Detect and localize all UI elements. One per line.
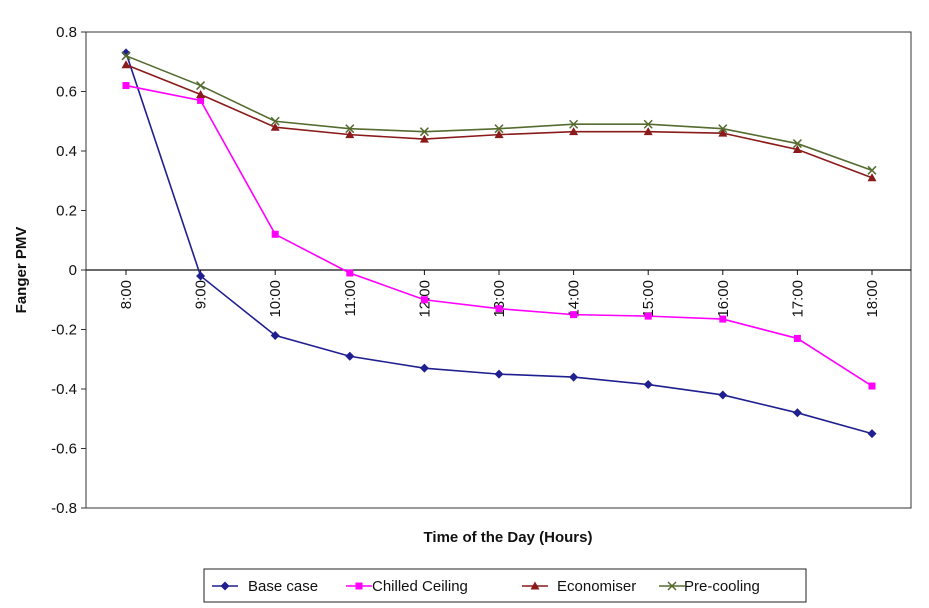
data-point — [345, 124, 355, 134]
series-line — [125, 63, 873, 179]
data-point — [345, 351, 355, 361]
data-point — [494, 124, 504, 134]
legend-label: Base case — [248, 578, 318, 595]
legend-label: Economiser — [557, 578, 636, 595]
data-point — [867, 429, 877, 439]
data-point — [196, 271, 206, 281]
data-point — [867, 165, 877, 175]
legend-item: Chilled Ceiling — [346, 578, 468, 595]
data-point — [643, 380, 653, 390]
y-tick-label: -0.4 — [51, 381, 77, 398]
data-point — [644, 312, 652, 320]
legend-label: Pre-cooling — [684, 578, 760, 595]
data-point — [419, 127, 429, 137]
data-point — [792, 145, 802, 154]
data-point — [121, 51, 131, 61]
y-tick-label: 0.4 — [56, 143, 77, 160]
data-point — [718, 128, 728, 137]
data-point — [793, 334, 801, 342]
data-point — [718, 390, 728, 400]
data-point — [196, 81, 206, 91]
legend-swatch-marker — [355, 582, 363, 590]
x-tick-label: 16:00 — [715, 280, 732, 318]
data-point — [643, 127, 653, 136]
x-tick-label: 15:00 — [640, 280, 657, 318]
data-point — [419, 134, 429, 143]
series-line — [125, 55, 873, 172]
y-tick-label: -0.6 — [51, 441, 77, 458]
data-point — [122, 82, 130, 90]
x-axis-title: Time of the Day (Hours) — [424, 529, 593, 546]
data-point — [419, 363, 429, 373]
data-point — [270, 330, 280, 340]
legend-item: Base case — [212, 578, 318, 595]
data-point — [495, 305, 503, 313]
y-tick-label: -0.2 — [51, 322, 77, 339]
y-tick-label: 0.6 — [56, 84, 77, 101]
x-tick-label: 18:00 — [864, 280, 881, 318]
data-point — [494, 130, 504, 139]
y-tick-label: 0.2 — [56, 203, 77, 220]
data-point — [792, 139, 802, 149]
data-point — [270, 116, 280, 126]
x-tick-label: 10:00 — [267, 280, 284, 318]
legend-swatch-marker — [530, 581, 540, 590]
y-tick-label: 0 — [69, 262, 77, 279]
x-tick-label: 14:00 — [566, 280, 583, 318]
legend: Base case Chilled Ceiling Economiser Pre-co… — [203, 568, 807, 603]
legend-label: Chilled Ceiling — [372, 578, 468, 595]
data-point — [121, 60, 131, 69]
data-point — [643, 119, 653, 129]
y-tick-label: 0.8 — [56, 24, 77, 41]
x-tick-label: 9:00 — [193, 280, 210, 309]
y-tick-label: -0.8 — [51, 500, 77, 517]
data-point — [270, 122, 280, 131]
data-point — [569, 119, 579, 129]
data-point — [569, 127, 579, 136]
y-axis-title: Fanger PMV — [13, 227, 30, 314]
series-base-case — [121, 48, 877, 439]
data-point — [719, 315, 727, 323]
series-chilled-ceiling — [122, 82, 876, 390]
data-point — [867, 173, 877, 182]
legend-swatch-marker — [667, 581, 677, 591]
x-tick-label: 8:00 — [118, 280, 135, 309]
data-point — [792, 408, 802, 418]
data-point — [345, 130, 355, 139]
legend-item: Economiser — [522, 578, 636, 595]
data-point — [420, 296, 428, 304]
data-point — [868, 382, 876, 390]
series-pre-cooling — [121, 51, 877, 175]
data-point — [570, 311, 578, 319]
legend-swatch-marker — [220, 581, 230, 591]
data-point — [718, 124, 728, 134]
x-tick-label: 17:00 — [789, 280, 806, 318]
legend-box — [203, 568, 807, 603]
data-point — [271, 230, 279, 238]
x-tick-label: 11:00 — [342, 280, 359, 316]
data-point — [569, 372, 579, 382]
legend-item: Pre-cooling — [659, 578, 760, 595]
data-point — [346, 269, 354, 277]
series-economiser — [121, 60, 877, 182]
data-point — [197, 96, 205, 104]
data-point — [121, 48, 131, 58]
data-point — [196, 89, 206, 98]
data-point — [494, 369, 504, 379]
